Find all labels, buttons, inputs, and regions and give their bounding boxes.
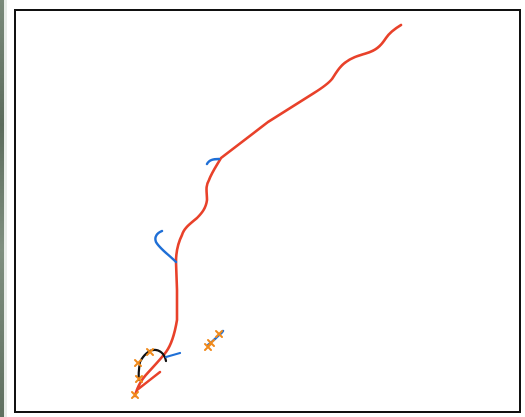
side-route-upper[interactable] [205,157,221,166]
main-route-line[interactable] [133,23,403,398]
cross-marker-icon[interactable] [131,391,139,399]
waypoint-markers [131,330,223,399]
cross-marker-icon[interactable] [146,348,154,356]
side-route-middle[interactable] [154,229,178,264]
window-edge-highlight [4,0,7,417]
cross-marker-icon[interactable] [204,343,212,351]
cross-marker-icon[interactable] [215,330,223,338]
side-route-lower[interactable] [164,351,182,359]
route-spur-line[interactable] [135,370,162,392]
cross-marker-icon[interactable] [134,359,142,367]
map-frame[interactable] [14,9,521,413]
cross-marker-icon[interactable] [135,375,143,383]
window-edge [0,0,4,417]
